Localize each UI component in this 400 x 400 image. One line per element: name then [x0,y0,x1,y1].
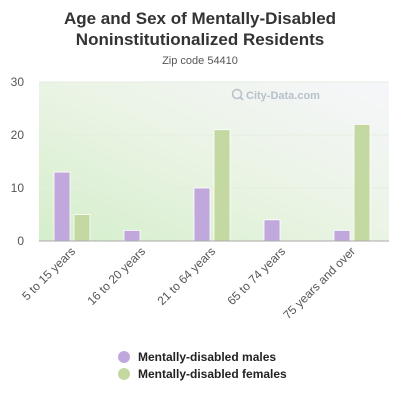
bar-females-0 [73,214,91,242]
bar-males-2 [193,187,211,242]
y-tick-label: 30 [11,75,25,89]
watermark: City-Data.com [231,88,320,102]
bars [53,124,371,242]
x-tick-label: 65 to 74 years [224,244,288,308]
y-tick-label: 20 [11,128,25,142]
legend-item-females: Mentally-disabled females [118,366,287,382]
legend: Mentally-disabled males Mentally-disable… [118,349,287,383]
watermark-text: City-Data.com [246,90,320,102]
x-tick-label: 21 to 64 years [154,244,218,308]
chart-title-line1: Age and Sex of Mentally-Disabled [63,9,337,28]
y-tick-label: 0 [17,234,24,248]
bar-males-0 [53,171,71,242]
y-tick-labels: 0 10 20 30 [11,75,25,248]
chart-subtitle: Zip code 54410 [162,55,238,67]
legend-swatch-females [118,368,130,380]
y-tick-label: 10 [11,181,25,195]
legend-label-males: Mentally-disabled males [138,350,277,364]
legend-label-females: Mentally-disabled females [138,367,287,381]
bar-females-4 [353,124,371,242]
bar-males-4 [333,229,351,242]
x-tick-label: 5 to 15 years [19,244,78,303]
bar-males-3 [263,219,281,242]
chart-title-line2: Noninstitutionalized Residents [75,30,325,49]
legend-item-males: Mentally-disabled males [118,349,287,365]
bar-females-2 [213,129,231,242]
chart-title: Age and Sex of Mentally-Disabled Noninst… [0,8,400,50]
legend-swatch-males [118,351,130,363]
x-tick-labels: 5 to 15 years 16 to 20 years 21 to 64 year… [19,244,358,322]
bar-males-1 [123,229,141,242]
x-tick-label: 16 to 20 years [84,244,148,308]
x-tick-label: 75 years and over [280,244,358,322]
